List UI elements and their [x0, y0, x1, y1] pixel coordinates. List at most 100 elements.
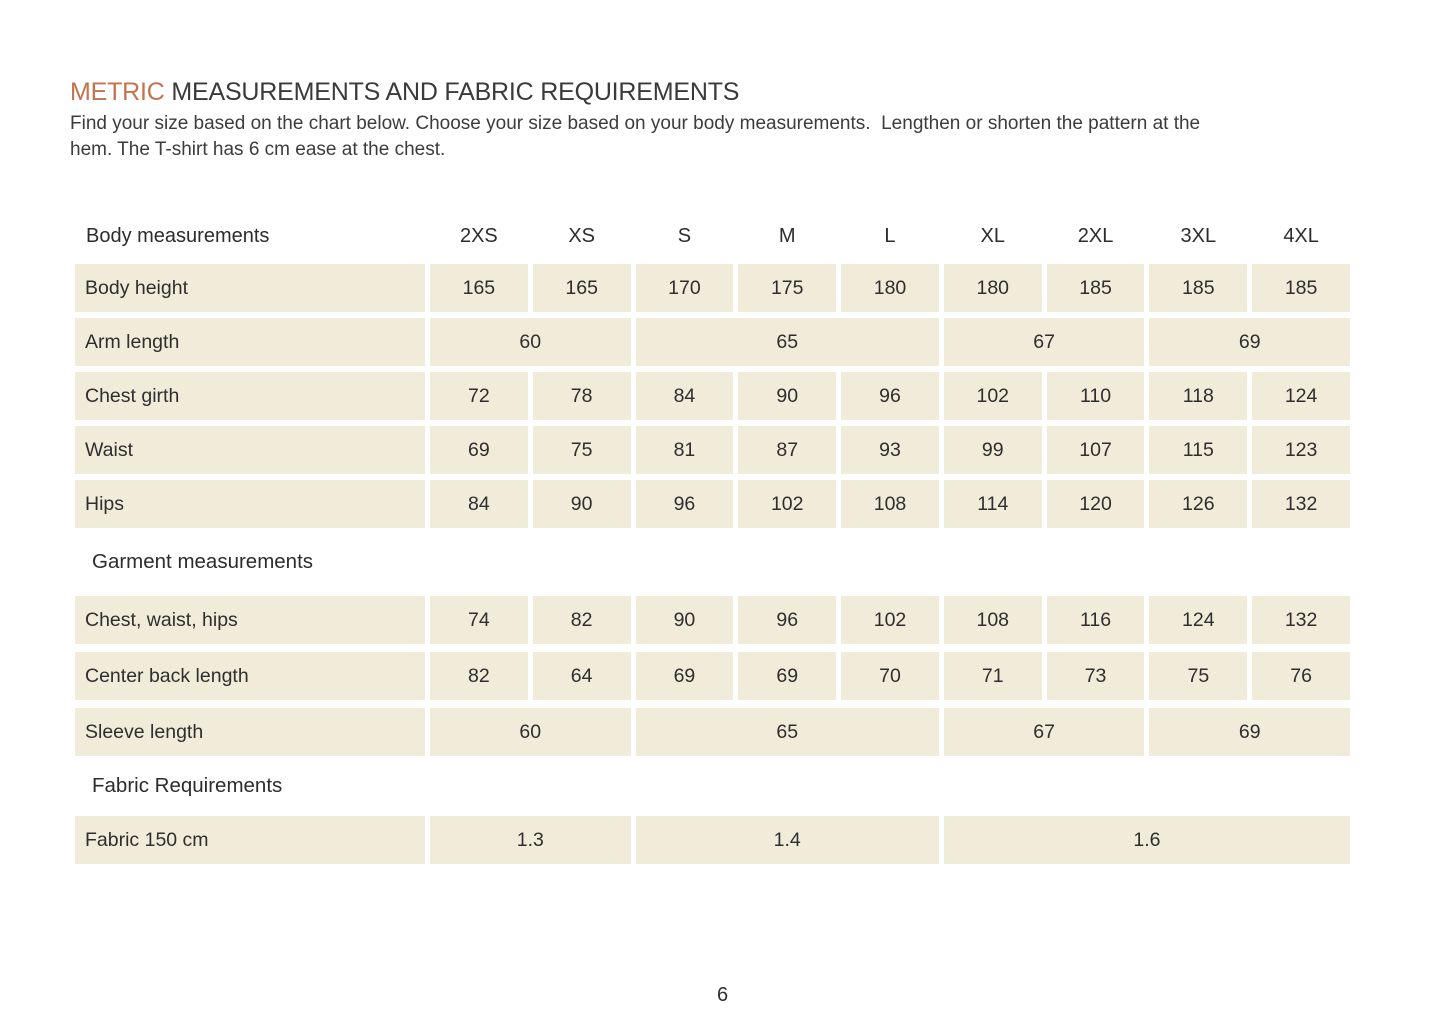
table-cell: 96: [841, 372, 939, 420]
table-cell: 75: [1149, 652, 1248, 700]
page-content: METRIC MEASUREMENTS AND FABRIC REQUIREME…: [70, 77, 1375, 864]
table-cell: 82: [430, 652, 528, 700]
row-label: Fabric 150 cm: [75, 816, 425, 864]
title-rest: MEASUREMENTS AND FABRIC REQUIREMENTS: [164, 78, 740, 106]
page-title: METRIC MEASUREMENTS AND FABRIC REQUIREME…: [70, 77, 1375, 107]
table-cell: 114: [943, 480, 1042, 528]
fabric-requirements-rows: Fabric 150 cm 1.3 1.4 1.6: [75, 816, 1350, 864]
table-cell: 132: [1252, 480, 1350, 528]
table-row: Hips 84 90 96 102 108 114 120 126 132: [75, 480, 1350, 528]
page-number: 6: [716, 984, 729, 1006]
table-cell: 75: [532, 426, 631, 474]
table-cell: 67: [943, 708, 1145, 756]
table-cell: 107: [1046, 426, 1145, 474]
table-cell: 165: [532, 264, 631, 312]
row-label: Center back length: [75, 652, 425, 700]
table-cell: 108: [943, 596, 1042, 644]
table-cell: 102: [943, 372, 1042, 420]
table-cell: 108: [841, 480, 939, 528]
table-cell: 185: [1252, 264, 1350, 312]
table-cell: 67: [943, 318, 1145, 366]
table-cell: 69: [1149, 318, 1350, 366]
table-cell: 185: [1149, 264, 1248, 312]
table-cell: 185: [1046, 264, 1145, 312]
table-cell: 102: [841, 596, 939, 644]
table-cell: 1.6: [943, 816, 1350, 864]
table-cell: 78: [532, 372, 631, 420]
row-label: Hips: [75, 480, 425, 528]
table-cell: 84: [635, 372, 734, 420]
size-header-xs: XS: [568, 224, 595, 247]
table-cell: 170: [635, 264, 734, 312]
table-cell: 65: [635, 318, 939, 366]
table-row: Sleeve length 60 65 67 69: [75, 708, 1350, 756]
table-cell: 69: [1149, 708, 1350, 756]
table-row: Chest girth 72 78 84 90 96 102 110 118 124: [75, 372, 1350, 420]
table-cell: 90: [738, 372, 837, 420]
row-label: Chest girth: [75, 372, 425, 420]
column-header-body-measurements: Body measurements: [86, 224, 270, 247]
table-cell: 1.4: [635, 816, 939, 864]
intro-line: hem. The T-shirt has 6 cm ease at the ch…: [70, 139, 446, 160]
row-label: Body height: [75, 264, 425, 312]
table-cell: 87: [738, 426, 837, 474]
table-cell: 96: [738, 596, 837, 644]
table-cell: 180: [943, 264, 1042, 312]
table-row: Body height 165 165 170 175 180 180 185 185 185: [75, 264, 1350, 312]
intro-line: Find your size based on the chart below.…: [70, 113, 1201, 134]
table-cell: 81: [635, 426, 734, 474]
size-header-2xl: 2XL: [1077, 224, 1114, 247]
table-cell: 90: [532, 480, 631, 528]
table-cell: 115: [1149, 426, 1248, 474]
size-header-m: M: [778, 224, 796, 247]
table-cell: 118: [1149, 372, 1248, 420]
row-label: Chest, waist, hips: [75, 596, 425, 644]
table-cell: 90: [635, 596, 734, 644]
table-cell: 99: [943, 426, 1042, 474]
table-cell: 126: [1149, 480, 1248, 528]
table-cell: 73: [1046, 652, 1145, 700]
table-cell: 69: [738, 652, 837, 700]
table-cell: 96: [635, 480, 734, 528]
table-row: Chest, waist, hips 74 82 90 96 102 108 116 124 13…: [75, 596, 1350, 644]
size-header-2xs: 2XS: [459, 224, 498, 247]
table-cell: 60: [430, 708, 631, 756]
table-cell: 165: [430, 264, 528, 312]
table-cell: 64: [532, 652, 631, 700]
size-header-s: S: [677, 224, 692, 247]
section-heading-fabric: Fabric Requirements: [92, 774, 283, 797]
table-cell: 132: [1252, 596, 1350, 644]
table-cell: 124: [1252, 372, 1350, 420]
size-header-3xl: 3XL: [1180, 224, 1217, 247]
title-accent: METRIC: [70, 78, 165, 106]
table-cell: 102: [738, 480, 837, 528]
table-cell: 74: [430, 596, 528, 644]
size-header-l: L: [884, 224, 896, 247]
size-chart-table: Body measurements 2XS XS S M L XL 2XL 3XL 4XL Bo…: [75, 213, 1350, 864]
section-heading-garment: Garment measurements: [92, 550, 314, 573]
table-cell: 76: [1252, 652, 1350, 700]
table-cell: 84: [430, 480, 528, 528]
table-cell: 124: [1149, 596, 1248, 644]
table-header-row: Body measurements 2XS XS S M L XL 2XL 3XL 4XL: [75, 213, 1350, 259]
body-measurements-rows: Body height 165 165 170 175 180 180 185 185 185 Ar…: [75, 264, 1350, 528]
garment-measurements-rows: Chest, waist, hips 74 82 90 96 102 108 116 124 13…: [75, 596, 1350, 756]
table-cell: 180: [841, 264, 939, 312]
size-header-4xl: 4XL: [1283, 224, 1319, 247]
row-label: Waist: [75, 426, 425, 474]
table-cell: 82: [532, 596, 631, 644]
table-cell: 120: [1046, 480, 1145, 528]
table-cell: 70: [841, 652, 939, 700]
table-cell: 69: [430, 426, 528, 474]
table-cell: 116: [1046, 596, 1145, 644]
table-cell: 1.3: [430, 816, 631, 864]
intro-text: Find your size based on the chart below.…: [70, 111, 1375, 163]
table-cell: 175: [738, 264, 837, 312]
table-cell: 110: [1046, 372, 1145, 420]
table-row: Center back length 82 64 69 69 70 71 73 75 76: [75, 652, 1350, 700]
table-row: Fabric 150 cm 1.3 1.4 1.6: [75, 816, 1350, 864]
table-cell: 65: [635, 708, 939, 756]
table-row: Waist 69 75 81 87 93 99 107 115 123: [75, 426, 1350, 474]
table-cell: 60: [430, 318, 631, 366]
